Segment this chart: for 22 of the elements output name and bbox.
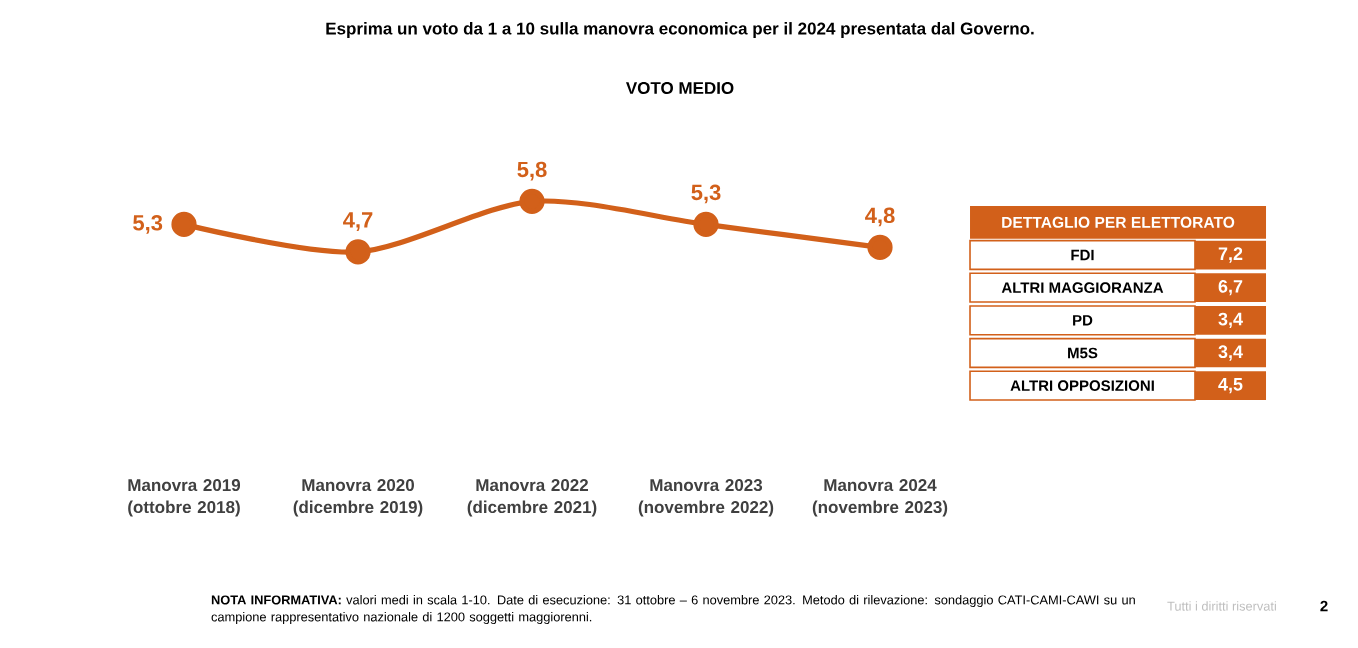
x-tick-label: Manovra 2020 (dicembre 2019): [293, 479, 423, 517]
chart-title: Esprima un voto da 1 a 10 sulla manovra economica per il 2024 presentata dal Governo.: [326, 22, 1034, 38]
data-label: 4,8: [865, 207, 895, 227]
point: [693, 211, 719, 237]
data-label: 6,7: [1218, 279, 1243, 296]
chart-subtitle: VOTO MEDIO: [625, 81, 734, 94]
data-label: 5,3: [691, 184, 721, 204]
data-label: 5,8: [517, 161, 547, 181]
point: [345, 239, 371, 265]
x-tick-label: Manovra 2022 (dicembre 2021): [467, 479, 597, 517]
x-tick-label: Manovra 2019 (ottobre 2018): [128, 479, 241, 517]
data-label: 4,7: [343, 212, 373, 231]
data-label: 7,2: [1218, 247, 1243, 263]
x-tick-label: Manovra 2023 (novembre 2022): [638, 479, 774, 517]
point: [867, 234, 893, 260]
data-label: 5,3: [133, 215, 163, 234]
data-label: 4,5: [1218, 378, 1243, 394]
data-label: 3,4: [1218, 345, 1243, 361]
point: [519, 188, 545, 215]
point: [171, 211, 197, 237]
data-label: 3,4: [1218, 312, 1243, 328]
x-tick-label: Manovra 2024 (novembre 2023): [812, 479, 948, 517]
